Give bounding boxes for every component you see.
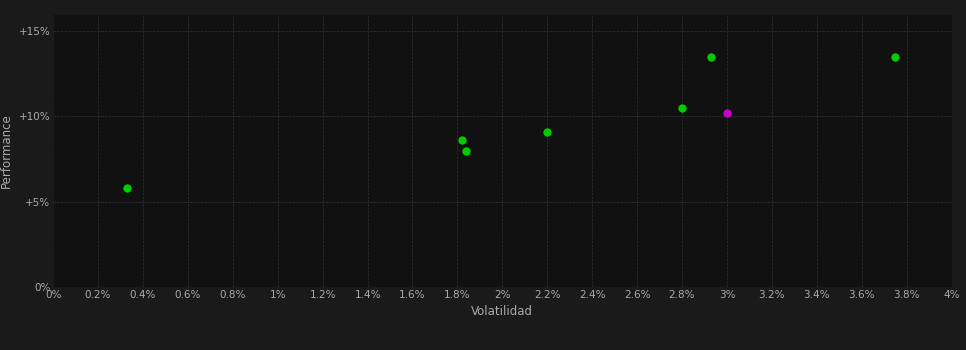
Point	[888, 54, 903, 60]
Point	[719, 110, 735, 116]
Point	[703, 54, 719, 60]
Point	[540, 129, 555, 134]
Y-axis label: Performance: Performance	[0, 113, 14, 188]
X-axis label: Volatilidad: Volatilidad	[471, 305, 533, 318]
Point	[459, 148, 474, 153]
Point	[674, 105, 690, 111]
Point	[454, 138, 469, 143]
Point	[120, 185, 135, 191]
